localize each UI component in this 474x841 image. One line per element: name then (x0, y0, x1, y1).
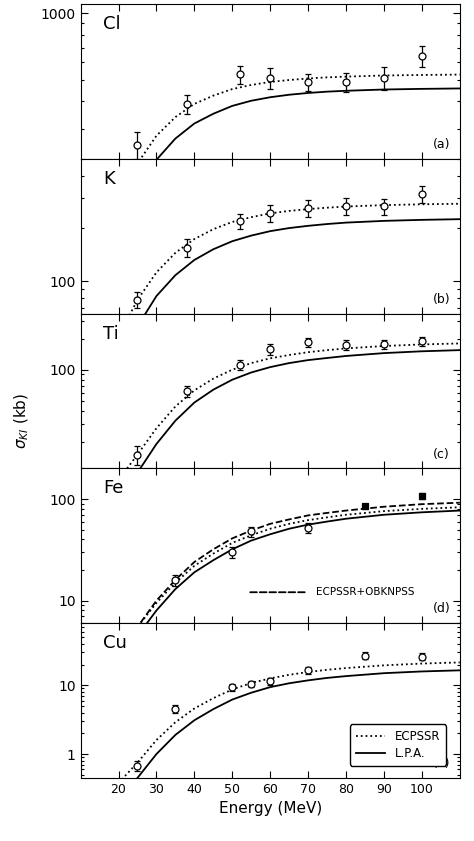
Text: $\sigma_{KI}$ (kb): $\sigma_{KI}$ (kb) (12, 393, 30, 448)
Text: (b): (b) (433, 293, 451, 306)
Text: (d): (d) (433, 602, 451, 616)
Legend: ECPSSR, L.P.A.: ECPSSR, L.P.A. (350, 724, 447, 766)
Text: Cl: Cl (103, 15, 121, 33)
X-axis label: Energy (MeV): Energy (MeV) (219, 801, 322, 817)
Text: Ti: Ti (103, 325, 119, 342)
Text: K: K (103, 170, 115, 188)
Text: (a): (a) (433, 138, 451, 151)
Text: (c): (c) (433, 447, 450, 461)
Text: ECPSSR+OBKNPSS: ECPSSR+OBKNPSS (316, 587, 414, 597)
Text: Cu: Cu (103, 634, 127, 652)
Text: (e): (e) (433, 757, 451, 770)
Text: Fe: Fe (103, 479, 124, 497)
